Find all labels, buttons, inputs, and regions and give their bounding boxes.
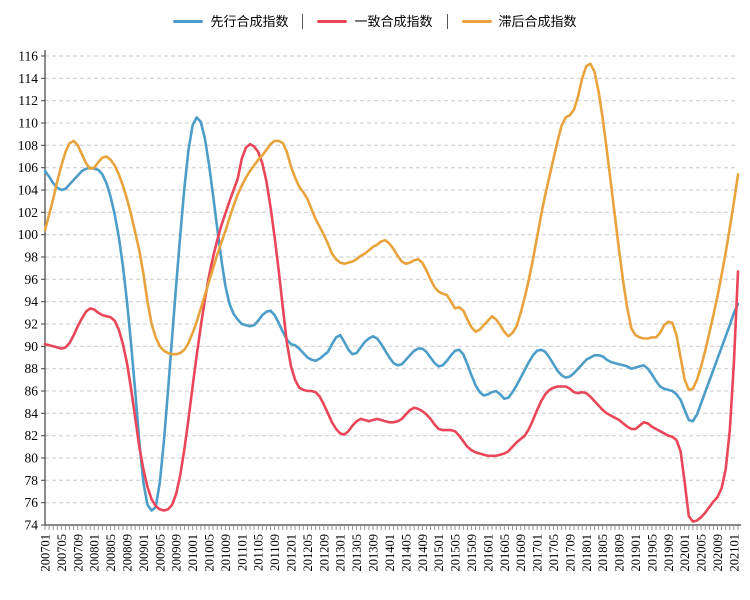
svg-text:106: 106 xyxy=(18,160,39,175)
svg-text:201209: 201209 xyxy=(317,534,331,572)
legend-line-swatch-leading xyxy=(173,19,204,23)
svg-text:80: 80 xyxy=(25,451,39,466)
svg-text:201005: 201005 xyxy=(203,534,217,572)
svg-text:200701: 200701 xyxy=(39,534,53,572)
x-axis-ticks xyxy=(44,525,739,530)
svg-text:201009: 201009 xyxy=(219,534,233,572)
svg-text:102: 102 xyxy=(18,205,38,220)
svg-text:201105: 201105 xyxy=(252,534,266,571)
svg-text:201409: 201409 xyxy=(416,534,430,572)
svg-text:200709: 200709 xyxy=(71,534,85,572)
svg-text:100: 100 xyxy=(18,227,39,242)
svg-text:114: 114 xyxy=(18,71,38,86)
svg-text:201401: 201401 xyxy=(383,534,397,572)
svg-text:201509: 201509 xyxy=(465,534,479,572)
svg-text:202009: 202009 xyxy=(711,534,725,572)
legend-item-coincident-index[interactable]: 一致合成指数 xyxy=(317,13,433,29)
svg-text:200809: 200809 xyxy=(121,534,135,572)
svg-text:78: 78 xyxy=(25,473,39,488)
legend-label-coincident: 一致合成指数 xyxy=(354,13,433,29)
svg-text:201305: 201305 xyxy=(350,534,364,572)
svg-text:94: 94 xyxy=(25,294,39,309)
svg-text:201709: 201709 xyxy=(563,534,577,572)
svg-text:92: 92 xyxy=(25,317,39,332)
svg-text:116: 116 xyxy=(18,49,38,64)
svg-text:201109: 201109 xyxy=(268,534,282,571)
svg-text:84: 84 xyxy=(25,406,39,421)
series-line-coincident xyxy=(43,142,740,523)
svg-text:201805: 201805 xyxy=(596,534,610,572)
legend-line-swatch-lagging xyxy=(461,19,492,23)
svg-text:82: 82 xyxy=(25,428,39,443)
svg-text:201801: 201801 xyxy=(580,534,594,572)
svg-text:200705: 200705 xyxy=(55,534,69,572)
svg-text:86: 86 xyxy=(25,384,39,399)
svg-text:200905: 200905 xyxy=(153,534,167,572)
x-axis-labels: 200701 200705 200709 200801 200805 200809 2009… xyxy=(39,534,742,572)
svg-text:112: 112 xyxy=(18,93,38,108)
svg-text:110: 110 xyxy=(18,116,38,131)
svg-text:96: 96 xyxy=(25,272,39,287)
legend-item-leading-index[interactable]: 先行合成指数 xyxy=(173,15,288,28)
legend-line-swatch-coincident xyxy=(317,19,348,23)
svg-text:74: 74 xyxy=(25,518,39,533)
svg-text:202001: 202001 xyxy=(678,534,692,572)
svg-text:201609: 201609 xyxy=(514,534,528,572)
legend-item-lagging-index[interactable]: 滞后合成指数 xyxy=(461,13,577,29)
svg-text:201405: 201405 xyxy=(399,534,413,572)
svg-text:200801: 200801 xyxy=(88,534,102,572)
svg-text:202005: 202005 xyxy=(695,534,709,572)
svg-text:201601: 201601 xyxy=(481,534,495,572)
svg-text:200901: 200901 xyxy=(137,534,151,572)
legend-separator xyxy=(446,13,448,29)
axes xyxy=(44,50,741,526)
y-axis-labels: 74 76 78 80 82 84 86 88 90 92 94 96 98 100 102 104 106 10… xyxy=(18,49,45,533)
svg-text:201909: 201909 xyxy=(662,534,676,572)
svg-text:201901: 201901 xyxy=(629,534,643,572)
svg-text:201705: 201705 xyxy=(547,534,561,572)
svg-text:88: 88 xyxy=(25,361,39,376)
svg-text:201301: 201301 xyxy=(334,534,348,572)
svg-text:202101: 202101 xyxy=(727,534,741,572)
svg-text:200909: 200909 xyxy=(170,534,184,572)
svg-text:76: 76 xyxy=(25,495,39,510)
y-gridlines xyxy=(45,55,738,504)
svg-text:201001: 201001 xyxy=(186,534,200,572)
legend-label-lagging: 滞后合成指数 xyxy=(498,13,577,29)
legend-label-leading: 先行合成指数 xyxy=(210,13,289,29)
svg-text:201205: 201205 xyxy=(301,534,315,572)
series-line-lagging xyxy=(43,62,740,392)
svg-text:201309: 201309 xyxy=(367,534,381,572)
svg-text:201201: 201201 xyxy=(285,534,299,572)
svg-text:201501: 201501 xyxy=(432,534,446,572)
legend-separator xyxy=(302,13,304,29)
svg-text:201809: 201809 xyxy=(613,534,627,572)
svg-text:201605: 201605 xyxy=(498,534,512,572)
svg-text:201701: 201701 xyxy=(531,534,545,572)
svg-text:201905: 201905 xyxy=(645,534,659,572)
svg-text:104: 104 xyxy=(18,183,39,198)
svg-text:90: 90 xyxy=(25,339,39,354)
svg-text:200805: 200805 xyxy=(104,534,118,572)
svg-text:108: 108 xyxy=(18,138,39,153)
svg-text:201505: 201505 xyxy=(449,534,463,572)
chart-legend: 先行合成指数 一致合成指数 滞后合成指数 xyxy=(0,10,750,32)
svg-text:201101: 201101 xyxy=(235,534,249,571)
svg-text:98: 98 xyxy=(25,250,39,265)
series-line-leading xyxy=(43,116,740,512)
